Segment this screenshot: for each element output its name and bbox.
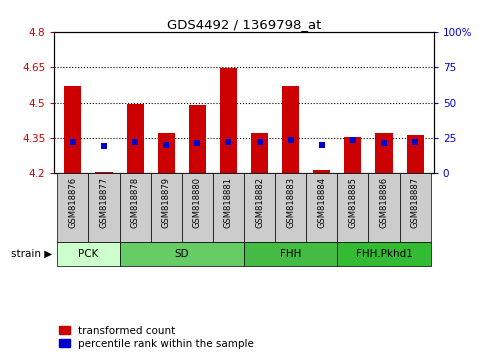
Point [349,138,357,143]
FancyBboxPatch shape [306,173,337,242]
Text: GSM818882: GSM818882 [255,177,264,228]
Text: GSM818876: GSM818876 [69,177,77,228]
Text: FHH: FHH [280,249,301,259]
Point [193,140,201,145]
Point [380,140,388,145]
Text: GSM818877: GSM818877 [100,177,108,228]
Bar [189,105,206,173]
FancyBboxPatch shape [244,173,275,242]
Bar [220,68,237,173]
Text: GSM818878: GSM818878 [131,177,140,228]
FancyBboxPatch shape [275,173,306,242]
Title: GDS4492 / 1369798_at: GDS4492 / 1369798_at [167,18,321,31]
Text: SD: SD [175,249,189,259]
Bar [251,133,268,173]
Bar [313,170,330,173]
Text: GSM818881: GSM818881 [224,177,233,228]
Text: GSM818880: GSM818880 [193,177,202,228]
Point [162,142,170,148]
FancyBboxPatch shape [337,173,368,242]
Point [287,138,295,143]
FancyBboxPatch shape [400,173,431,242]
Bar [407,135,423,173]
Text: GSM818886: GSM818886 [380,177,388,228]
FancyBboxPatch shape [120,173,151,242]
Point [69,139,77,144]
Point [224,139,232,144]
FancyBboxPatch shape [368,173,400,242]
Bar [65,86,81,173]
FancyBboxPatch shape [182,173,213,242]
Point [100,143,108,149]
Text: FHH.Pkhd1: FHH.Pkhd1 [355,249,413,259]
Bar [96,172,112,173]
Text: GSM818883: GSM818883 [286,177,295,228]
FancyBboxPatch shape [151,173,182,242]
Text: GSM818885: GSM818885 [349,177,357,228]
Bar [158,133,175,173]
Point [411,139,419,144]
Text: strain ▶: strain ▶ [10,249,52,259]
Legend: transformed count, percentile rank within the sample: transformed count, percentile rank withi… [60,326,254,349]
FancyBboxPatch shape [57,173,88,242]
Text: GSM818879: GSM818879 [162,177,171,228]
Text: PCK: PCK [78,249,99,259]
FancyBboxPatch shape [88,173,120,242]
Bar [127,104,143,173]
Bar [376,133,392,173]
Text: GSM818887: GSM818887 [411,177,420,228]
Bar [345,137,361,173]
FancyBboxPatch shape [337,242,431,266]
Point [256,139,264,144]
FancyBboxPatch shape [57,242,120,266]
Point [131,139,139,144]
Text: GSM818884: GSM818884 [317,177,326,228]
Point [318,142,326,148]
Bar [282,86,299,173]
FancyBboxPatch shape [213,173,244,242]
FancyBboxPatch shape [244,242,337,266]
FancyBboxPatch shape [120,242,244,266]
